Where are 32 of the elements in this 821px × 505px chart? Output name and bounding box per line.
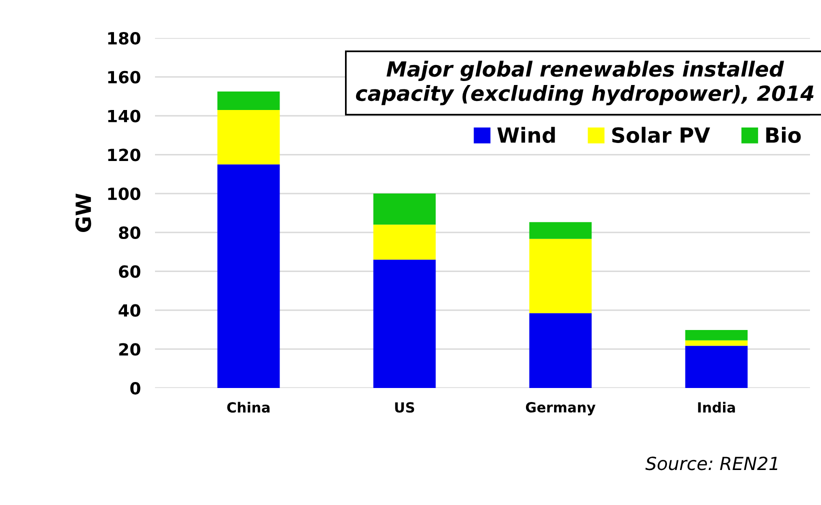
- bar: [217, 110, 280, 164]
- x-tick-label: China: [227, 402, 270, 413]
- bar: [529, 238, 592, 314]
- bar: [217, 91, 280, 110]
- x-tick-label: Germany: [526, 402, 596, 416]
- bar: [373, 260, 436, 388]
- legend-label: Wind: [497, 126, 555, 143]
- y-tick-label: 160: [108, 70, 140, 84]
- bar: [685, 330, 748, 340]
- y-tick-label: 60: [118, 265, 140, 278]
- legend-label: Solar PV: [612, 126, 710, 143]
- y-tick-label: 80: [118, 226, 140, 240]
- bar: [373, 194, 436, 225]
- y-tick-label: 120: [108, 148, 140, 162]
- text: Major global renewables installed capacity (excluding hydropower), 2014: [356, 60, 814, 106]
- x-tick-label: India: [698, 402, 735, 413]
- legend-label: Bio: [766, 126, 801, 143]
- y-tick-label: 0: [130, 382, 140, 395]
- bar: [529, 222, 592, 239]
- source-note: Source: REN21: [645, 456, 778, 470]
- bar: [373, 224, 436, 260]
- y-tick-label: 40: [118, 304, 140, 317]
- y-axis-title: GW: [75, 194, 92, 232]
- x-tick-label: US: [395, 402, 414, 413]
- y-tick-label: 140: [108, 110, 140, 122]
- y-tick-label: 20: [119, 343, 140, 356]
- y-tick-label: 180: [108, 32, 140, 45]
- bar: [685, 346, 748, 388]
- y-tick-label: 100: [108, 188, 140, 200]
- bar: [217, 164, 280, 388]
- bar: [685, 340, 748, 346]
- bar: [529, 313, 592, 388]
